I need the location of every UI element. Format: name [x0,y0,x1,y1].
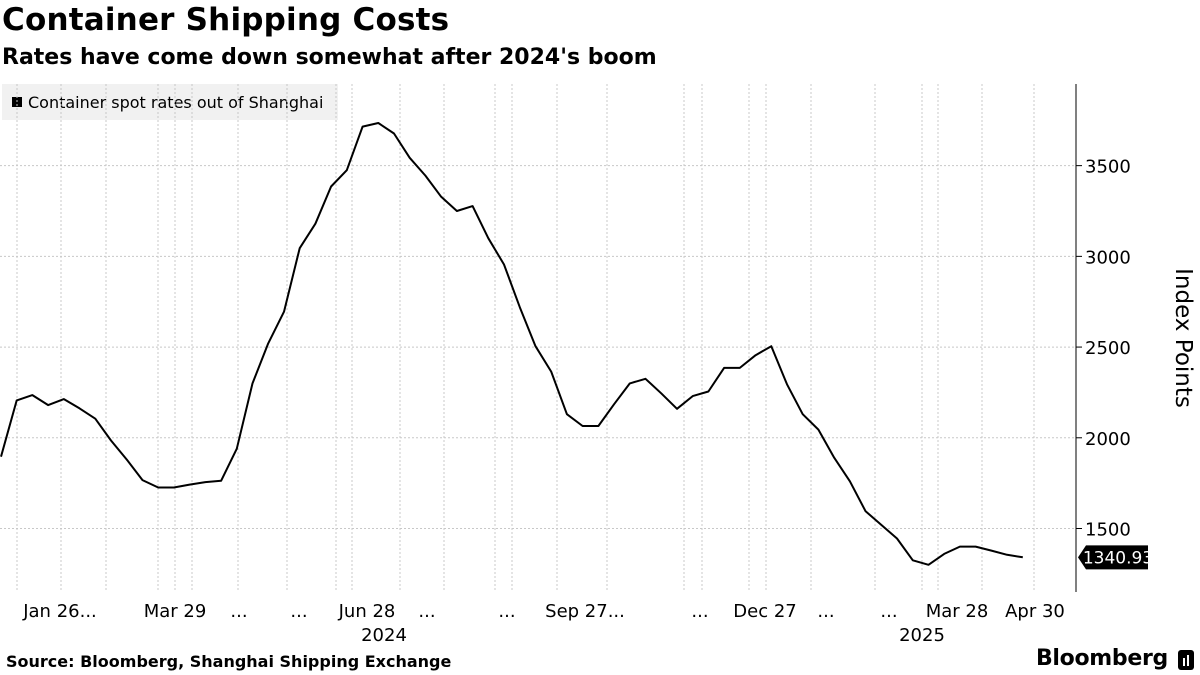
x-tick-label: ... [290,601,307,622]
y-tick-label: 3500 [1085,157,1131,178]
series-line [0,122,1023,566]
x-tick-label: Mar 28 [926,601,989,622]
x-tick-label: Apr 30 [1005,601,1065,622]
y-axis-label: Index Points [1170,268,1196,408]
chart-title: Container Shipping Costs [2,2,450,38]
y-tick-label: 2500 [1085,338,1131,359]
x-tick-label: Sep 27... [545,601,625,622]
x-tick-label: Mar 29 [144,601,207,622]
x-tick-label: ... [498,601,515,622]
x-tick-label: Jun 28 [338,601,396,622]
legend-label: Container spot rates out of Shanghai [28,92,324,112]
y-tick-label: 3000 [1085,247,1131,268]
year-label: 2025 [899,625,945,646]
year-label: 2024 [361,625,407,646]
y-tick-label: 2000 [1085,429,1131,450]
last-value-callout: 1340.93 [1078,545,1153,570]
bloomberg-logo: Bloomberg [1035,646,1168,671]
last-value-box [1078,545,1148,570]
legend: Container spot rates out of Shanghai [2,84,338,120]
y-tick-label: 1500 [1085,520,1131,541]
x-tick-label: ... [880,601,897,622]
x-tick-label: Jan 26... [22,601,97,622]
x-tick-label: Dec 27 [733,601,796,622]
x-tick-label: ... [817,601,834,622]
bloomberg-chart-icon [1178,650,1194,670]
chart-subtitle: Rates have come down somewhat after 2024… [2,45,657,70]
last-value-label: 1340.93 [1083,548,1153,568]
source-note: Source: Bloomberg, Shanghai Shipping Exc… [6,652,452,671]
x-tick-label: ... [691,601,708,622]
x-tick-label: ... [418,601,435,622]
x-tick-label: ... [230,601,247,622]
